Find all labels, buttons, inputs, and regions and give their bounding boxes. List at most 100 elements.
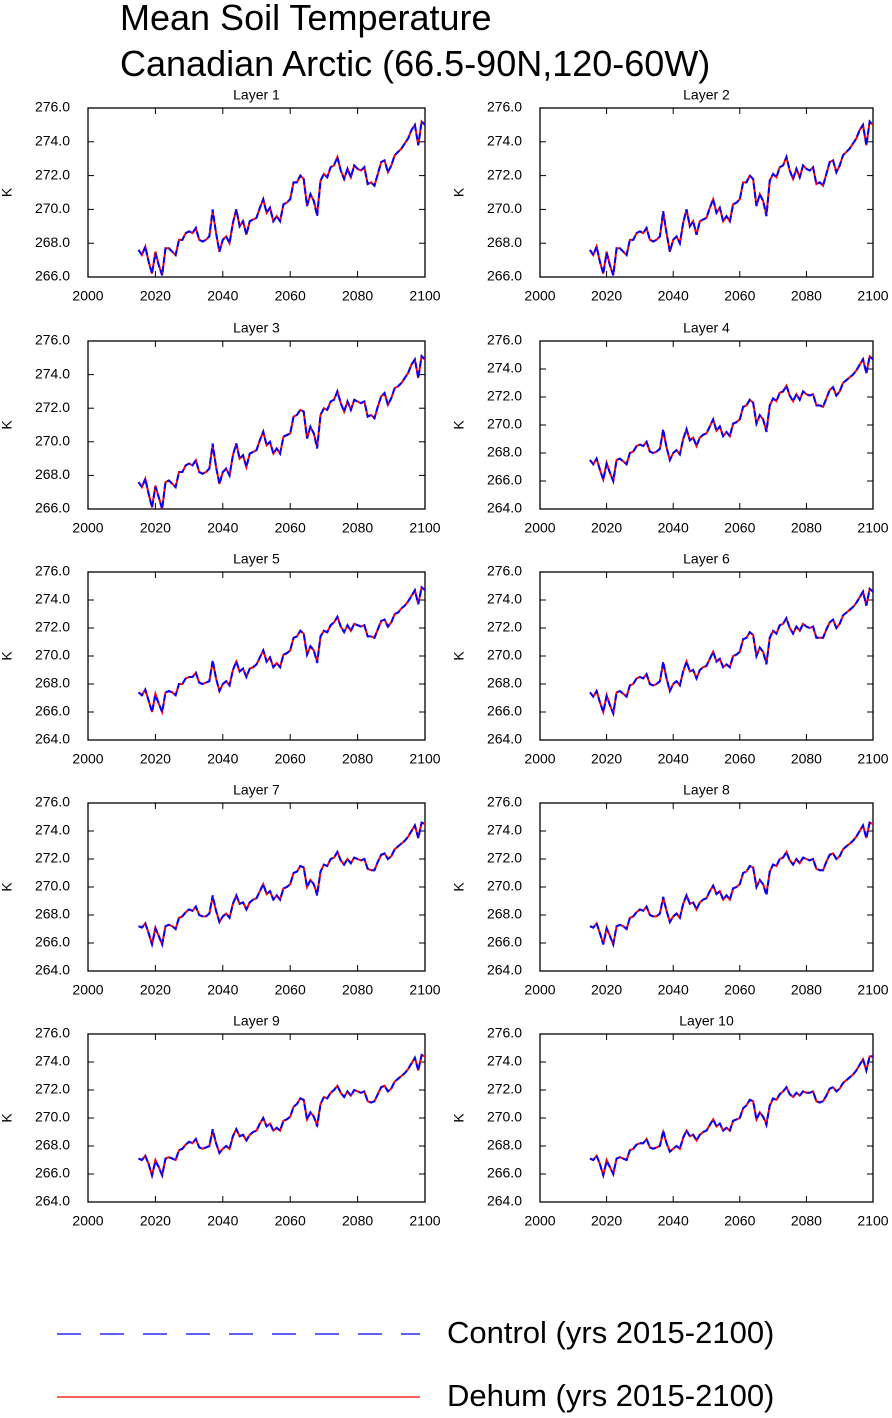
series-line	[589, 821, 874, 949]
plot-frame	[87, 107, 426, 278]
y-tick-label: 270.0	[487, 416, 522, 432]
y-tick-label: 272.0	[35, 399, 70, 415]
panel-title: Layer 9	[233, 1013, 280, 1029]
y-tick-label: 276.0	[35, 99, 70, 115]
y-tick-label: 266.0	[35, 500, 70, 516]
x-tick-label: 2060	[275, 520, 306, 536]
chart-subtitle: Canadian Arctic (66.5-90N,120-60W)	[120, 43, 710, 84]
y-tick-label: 266.0	[487, 1165, 522, 1181]
x-tick-label: 2040	[658, 1213, 689, 1229]
series-line	[589, 1055, 873, 1180]
x-tick-label: 2080	[791, 520, 822, 536]
y-tick-label: 270.0	[487, 1109, 522, 1125]
y-tick-label: 270.0	[35, 647, 70, 663]
y-tick-label: 272.0	[35, 166, 70, 182]
y-tick-label: 268.0	[487, 675, 522, 691]
y-tick-label: 272.0	[487, 619, 522, 635]
x-tick-label: 2020	[591, 982, 622, 998]
x-tick-label: 2040	[207, 751, 238, 767]
x-tick-label: 2100	[857, 982, 888, 998]
x-tick-label: 2100	[409, 288, 440, 304]
y-tick-label: 276.0	[487, 563, 522, 579]
x-tick-label: 2100	[409, 751, 440, 767]
y-tick-label: 266.0	[487, 934, 522, 950]
y-tick-label: 266.0	[35, 1165, 70, 1181]
x-tick-label: 2100	[857, 288, 888, 304]
y-axis-label: K	[0, 651, 15, 661]
y-tick-label: 276.0	[35, 794, 70, 810]
y-tick-label: 274.0	[35, 365, 70, 381]
x-tick-label: 2080	[791, 1213, 822, 1229]
y-tick-label: 264.0	[487, 731, 522, 747]
y-tick-label: 266.0	[35, 268, 70, 284]
x-tick-label: 2060	[724, 520, 755, 536]
x-tick-label: 2060	[275, 982, 306, 998]
x-tick-label: 2020	[140, 751, 171, 767]
x-tick-label: 2020	[591, 520, 622, 536]
y-axis-label: K	[451, 651, 467, 661]
y-tick-label: 276.0	[35, 1025, 70, 1041]
series-line	[138, 821, 426, 949]
x-tick-label: 2020	[140, 288, 171, 304]
plot-frame	[87, 340, 426, 510]
x-tick-label: 2000	[72, 982, 103, 998]
x-tick-label: 2100	[409, 982, 440, 998]
y-tick-label: 272.0	[487, 166, 522, 182]
y-tick-label: 270.0	[487, 878, 522, 894]
x-tick-label: 2080	[342, 982, 373, 998]
y-tick-label: 274.0	[487, 360, 522, 376]
x-tick-label: 2020	[591, 751, 622, 767]
x-tick-label: 2060	[724, 982, 755, 998]
x-tick-label: 2020	[140, 520, 171, 536]
x-tick-label: 2040	[207, 982, 238, 998]
y-tick-label: 264.0	[487, 500, 522, 516]
y-tick-label: 268.0	[35, 675, 70, 691]
y-axis-label: K	[451, 420, 467, 430]
y-axis-label: K	[0, 420, 15, 430]
y-tick-label: 274.0	[35, 1053, 70, 1069]
x-tick-label: 2060	[275, 1213, 306, 1229]
y-tick-label: 272.0	[35, 619, 70, 635]
y-tick-label: 268.0	[487, 906, 522, 922]
y-tick-label: 274.0	[35, 822, 70, 838]
x-tick-label: 2000	[72, 288, 103, 304]
y-tick-label: 270.0	[35, 1109, 70, 1125]
y-tick-label: 264.0	[487, 962, 522, 978]
y-tick-label: 274.0	[35, 591, 70, 607]
series-line	[589, 119, 874, 276]
y-axis-label: K	[0, 1113, 15, 1123]
x-tick-label: 2080	[791, 982, 822, 998]
x-tick-label: 2080	[342, 520, 373, 536]
panel-title: Layer 5	[233, 551, 280, 567]
x-tick-label: 2100	[857, 1213, 888, 1229]
plot-frame	[539, 107, 874, 278]
x-tick-label: 2000	[72, 520, 103, 536]
panel-title: Layer 8	[683, 782, 730, 798]
x-tick-label: 2040	[658, 288, 689, 304]
x-tick-label: 2100	[857, 520, 888, 536]
y-tick-label: 266.0	[487, 703, 522, 719]
y-axis-label: K	[451, 187, 467, 197]
x-tick-label: 2020	[591, 1213, 622, 1229]
series-line	[137, 354, 426, 510]
y-tick-label: 264.0	[35, 962, 70, 978]
y-tick-label: 276.0	[487, 1025, 522, 1041]
y-tick-label: 270.0	[487, 200, 522, 216]
x-tick-label: 2000	[72, 1213, 103, 1229]
x-tick-label: 2060	[724, 288, 755, 304]
y-axis-label: K	[0, 882, 15, 892]
y-tick-label: 274.0	[35, 133, 70, 149]
y-tick-label: 266.0	[35, 703, 70, 719]
x-tick-label: 2020	[140, 982, 171, 998]
y-axis-label: K	[451, 882, 467, 892]
x-tick-label: 2020	[140, 1213, 171, 1229]
x-tick-label: 2060	[724, 751, 755, 767]
y-tick-label: 270.0	[35, 433, 70, 449]
panel-title: Layer 2	[683, 87, 730, 103]
x-tick-label: 2100	[409, 1213, 440, 1229]
y-tick-label: 264.0	[35, 1193, 70, 1209]
x-tick-label: 2060	[275, 751, 306, 767]
y-tick-label: 274.0	[487, 591, 522, 607]
panel-title: Layer 4	[683, 320, 730, 336]
